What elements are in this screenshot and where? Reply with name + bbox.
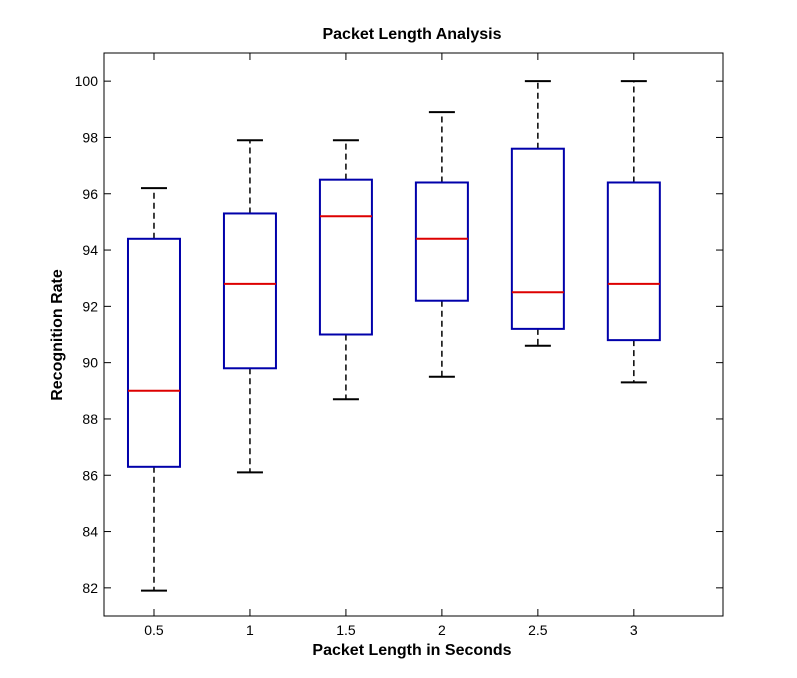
chart-title: Packet Length Analysis — [322, 26, 501, 43]
iqr-box — [222, 212, 277, 370]
y-tick-label: 90 — [82, 355, 98, 371]
box-0-5 — [126, 187, 181, 592]
y-axis-label: Recognition Rate — [49, 269, 66, 401]
y-tick-label: 96 — [82, 186, 98, 202]
box-1-5 — [318, 139, 373, 401]
iqr-box — [510, 147, 565, 330]
y-tick-label: 82 — [82, 580, 98, 596]
y-tick-label: 92 — [82, 298, 98, 314]
x-tick-label: 2 — [438, 622, 446, 638]
y-tick-label: 88 — [82, 411, 98, 427]
box-2 — [414, 111, 469, 378]
y-tick-label: 98 — [82, 129, 98, 145]
x-tick-label: 2.5 — [528, 622, 548, 638]
x-axis: 0.5 1 1.5 2 2.5 3 — [144, 53, 638, 638]
x-tick-label: 0.5 — [144, 622, 164, 638]
box-series — [126, 80, 661, 592]
y-tick-label: 94 — [82, 242, 98, 258]
x-tick-label: 3 — [630, 622, 638, 638]
iqr-box — [318, 178, 373, 336]
iqr-box — [414, 181, 469, 302]
y-tick-label: 100 — [75, 73, 99, 89]
iqr-box — [126, 237, 181, 468]
y-axis: 82 84 86 88 90 92 94 96 98 100 — [75, 73, 723, 596]
x-tick-label: 1 — [246, 622, 254, 638]
box-2-5 — [510, 80, 565, 347]
box-3 — [606, 80, 661, 384]
plot-area-frame — [103, 52, 724, 617]
x-axis-label: Packet Length in Seconds — [312, 642, 511, 659]
x-tick-label: 1.5 — [336, 622, 356, 638]
box-1 — [222, 139, 277, 474]
y-tick-label: 84 — [82, 524, 98, 540]
iqr-box — [606, 181, 661, 342]
y-tick-label: 86 — [82, 467, 98, 483]
